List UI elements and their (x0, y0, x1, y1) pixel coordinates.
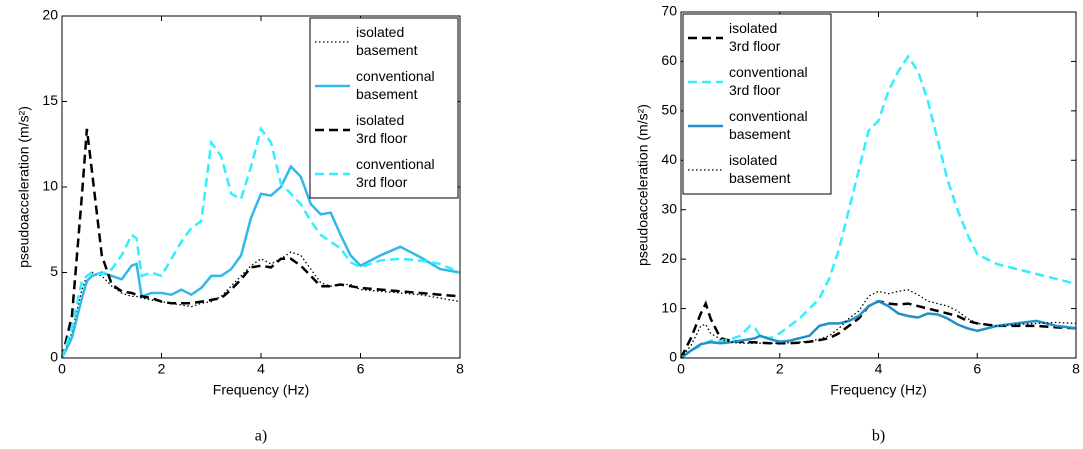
legend-label: conventional basement (729, 108, 808, 142)
legend-label: isolated basement (729, 152, 791, 186)
data-line (680, 289, 1077, 359)
legend-label: conventional 3rd floor (356, 156, 435, 190)
x-tick-label: 0 (677, 361, 685, 377)
caption: a) (255, 428, 267, 445)
x-tick-label: 6 (973, 361, 981, 377)
legend-label: conventional basement (356, 68, 435, 102)
x-axis-label: Frequency (Hz) (830, 382, 926, 398)
y-tick-label: 70 (661, 3, 677, 19)
y-tick-label: 10 (42, 178, 58, 194)
x-tick-label: 0 (58, 361, 66, 377)
y-tick-label: 0 (669, 349, 677, 365)
y-tick-label: 50 (661, 102, 677, 118)
data-line (60, 128, 461, 359)
legend-label: isolated basement (356, 24, 418, 58)
y-tick-label: 5 (50, 263, 58, 279)
y-axis-label: pseudoacceleration (m/s²) (635, 104, 651, 266)
x-tick-label: 4 (875, 361, 883, 377)
x-tick-label: 6 (357, 361, 365, 377)
y-tick-label: 60 (661, 52, 677, 68)
y-tick-label: 0 (50, 349, 58, 365)
y-axis-label: pseudoacceleration (m/s²) (16, 106, 32, 268)
x-tick-label: 8 (1072, 361, 1080, 377)
data-line (680, 54, 1077, 360)
axes-frame (680, 11, 1077, 359)
legend-box (309, 17, 459, 199)
x-tick-label: 2 (158, 361, 166, 377)
y-tick-label: 15 (42, 92, 58, 108)
x-tick-label: 8 (456, 361, 464, 377)
legend-label: conventional 3rd floor (729, 64, 808, 98)
legend-label: isolated 3rd floor (729, 20, 781, 54)
y-tick-label: 40 (661, 151, 677, 167)
axes-frame (61, 15, 461, 359)
x-tick-label: 2 (776, 361, 784, 377)
data-line (679, 299, 1077, 359)
legend-box (682, 13, 832, 195)
y-tick-label: 10 (661, 299, 677, 315)
data-line (60, 164, 461, 359)
y-tick-label: 20 (661, 250, 677, 266)
caption: b) (872, 428, 885, 445)
y-tick-label: 30 (661, 200, 677, 216)
x-tick-label: 4 (257, 361, 265, 377)
y-tick-label: 20 (42, 7, 58, 23)
data-line (60, 126, 461, 359)
x-axis-label: Frequency (Hz) (213, 382, 309, 398)
legend-label: isolated 3rd floor (356, 112, 408, 146)
